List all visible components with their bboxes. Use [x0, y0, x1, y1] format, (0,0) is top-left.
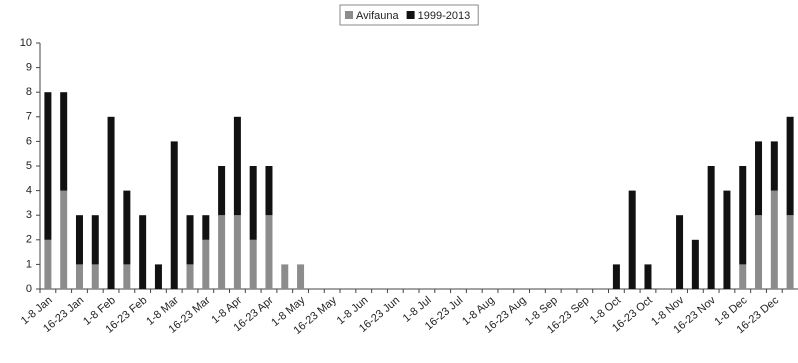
bar-segment [91, 264, 99, 289]
y-tick-label: 10 [20, 37, 32, 49]
legend-swatch [345, 11, 353, 19]
y-tick-label: 9 [26, 62, 32, 74]
bar-segment [123, 264, 131, 289]
bar-segment [218, 215, 226, 289]
y-tick-label: 4 [26, 185, 32, 197]
bar-segment [218, 166, 226, 216]
bar-segment [60, 190, 68, 289]
bar-segment [233, 116, 241, 216]
bar-segment [265, 166, 273, 216]
bar-segment [107, 116, 115, 289]
bar-segment [186, 264, 194, 289]
bar-segment [139, 215, 147, 289]
bar-segment [186, 215, 194, 265]
bar-segment [770, 190, 778, 289]
y-tick-label: 1 [26, 258, 32, 270]
y-tick-label: 2 [26, 234, 32, 246]
bar-segment [60, 92, 68, 191]
bar-segment [755, 141, 763, 216]
bar-segment [786, 215, 794, 289]
bar-segment [723, 190, 731, 289]
legend-label: Avifauna [356, 10, 399, 22]
bar-segment [202, 215, 210, 240]
bar-segment [233, 215, 241, 289]
bar-segment [707, 166, 715, 289]
bar-segment [739, 166, 747, 265]
bar-segment [676, 215, 684, 289]
bar-segment [202, 239, 210, 289]
bar-segment [770, 141, 778, 191]
bar-segment [755, 215, 763, 289]
bar-segment [44, 239, 52, 289]
y-tick-label: 3 [26, 209, 32, 221]
bar-segment [612, 264, 620, 289]
bar-segment [75, 215, 83, 265]
bar-segment [265, 215, 273, 289]
bar-segment [154, 264, 162, 289]
bar-segment [170, 141, 178, 289]
bar-segment [628, 190, 636, 289]
bar-segment [786, 116, 794, 216]
legend-swatch [406, 11, 415, 19]
legend-label: 1999-2013 [418, 10, 471, 22]
bar-segment [281, 264, 289, 289]
bar-segment [644, 264, 652, 289]
bar-segment [91, 215, 99, 265]
bar-segment [739, 264, 747, 289]
bar-segment [297, 264, 305, 289]
y-tick-label: 0 [26, 283, 32, 295]
bar-segment [249, 166, 257, 240]
y-tick-label: 6 [26, 135, 32, 147]
y-tick-label: 5 [26, 160, 32, 172]
bar-segment [691, 239, 699, 289]
y-tick-label: 8 [26, 86, 32, 98]
bar-segment [249, 239, 257, 289]
bar-segment [75, 264, 83, 289]
y-tick-label: 7 [26, 111, 32, 123]
bar-segment [44, 92, 52, 240]
bar-segment [123, 190, 131, 265]
